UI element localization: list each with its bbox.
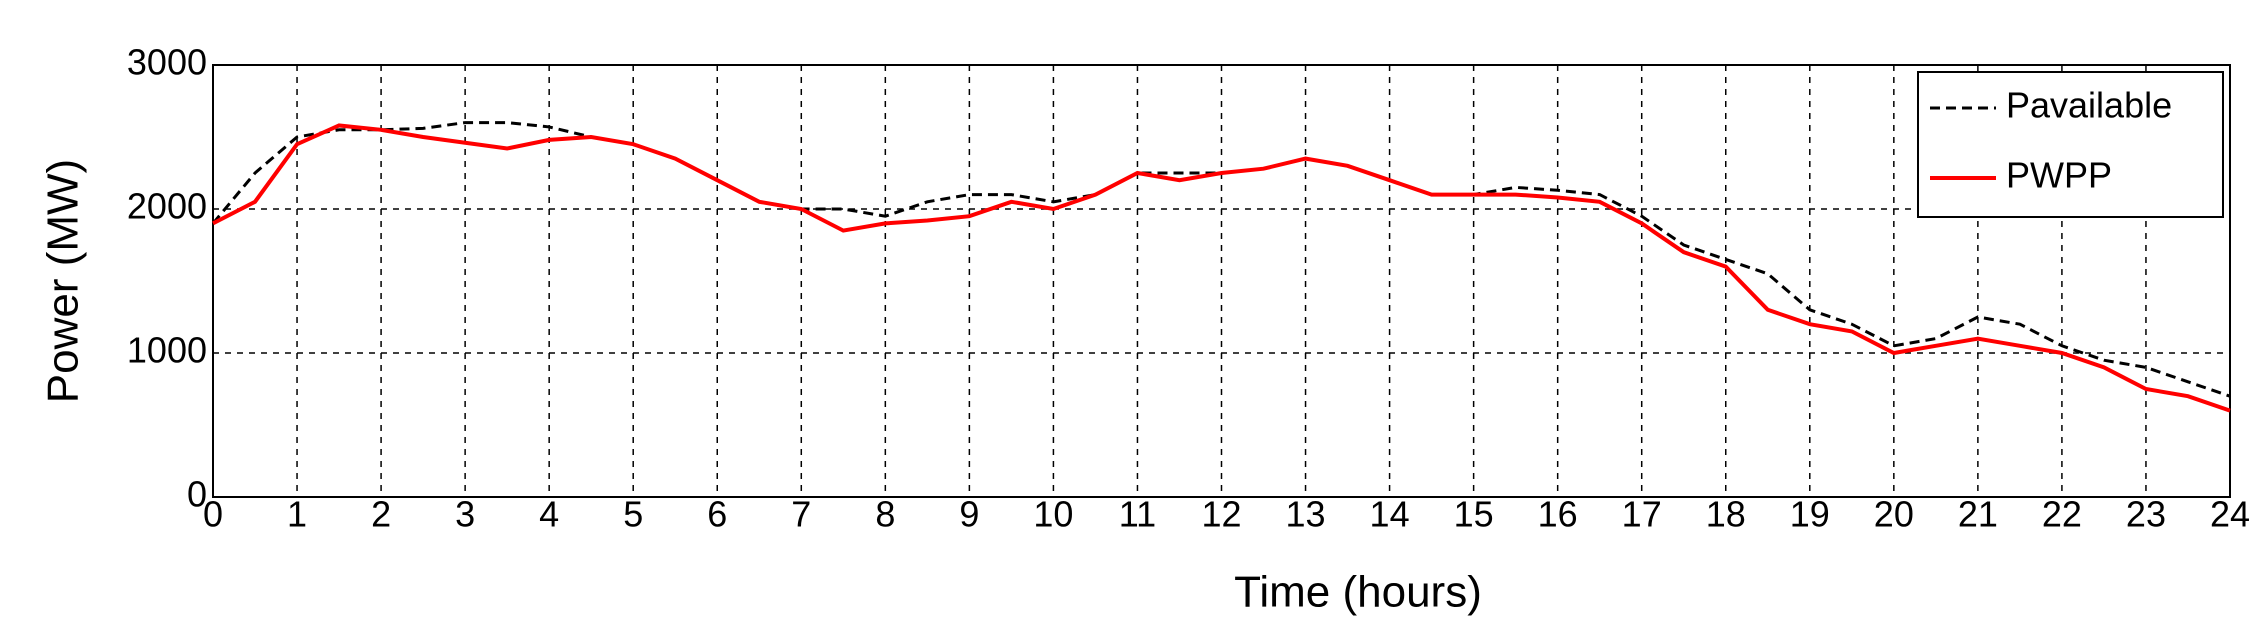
x-tick-label: 3 — [455, 494, 475, 535]
x-axis-label: Time (hours) — [1234, 568, 1482, 617]
x-tick-label: 12 — [1201, 494, 1241, 535]
x-tick-label: 20 — [1874, 494, 1914, 535]
x-tick-label: 1 — [287, 494, 307, 535]
x-tick-label: 10 — [1033, 494, 1073, 535]
x-tick-label: 23 — [2126, 494, 2166, 535]
series-line — [212, 123, 2231, 413]
x-tick-label: 22 — [2042, 494, 2082, 535]
x-tick-label: 7 — [791, 494, 811, 535]
y-tick-label: 3000 — [127, 42, 207, 83]
x-tick-label: 11 — [1119, 494, 1156, 535]
legend-label: PWPP — [2006, 155, 2112, 196]
x-tick-label: 8 — [875, 494, 895, 535]
legend-box — [1917, 71, 2224, 218]
x-tick-label: 19 — [1790, 494, 1830, 535]
x-tick-label: 15 — [1454, 494, 1494, 535]
y-axis-label: Power (MW) — [39, 159, 88, 403]
x-tick-label: 17 — [1622, 494, 1662, 535]
x-tick-label: 16 — [1538, 494, 1578, 535]
x-tick-label: 21 — [1958, 494, 1998, 535]
x-tick-label: 9 — [959, 494, 979, 535]
y-tick-label: 1000 — [127, 330, 207, 371]
x-tick-label: 5 — [623, 494, 643, 535]
y-tick-label: 0 — [187, 474, 207, 515]
x-tick-label: 2 — [371, 494, 391, 535]
x-tick-label: 6 — [707, 494, 727, 535]
x-tick-label: 13 — [1286, 494, 1326, 535]
x-tick-label: 18 — [1706, 494, 1746, 535]
plot-frame — [212, 64, 2231, 498]
x-tick-label: 4 — [539, 494, 559, 535]
legend-label: Pavailable — [2006, 85, 2172, 126]
x-tick-label: 24 — [2210, 494, 2250, 535]
x-tick-label: 14 — [1370, 494, 1410, 535]
y-tick-label: 2000 — [127, 186, 207, 227]
x-tick-label: 0 — [203, 494, 223, 535]
